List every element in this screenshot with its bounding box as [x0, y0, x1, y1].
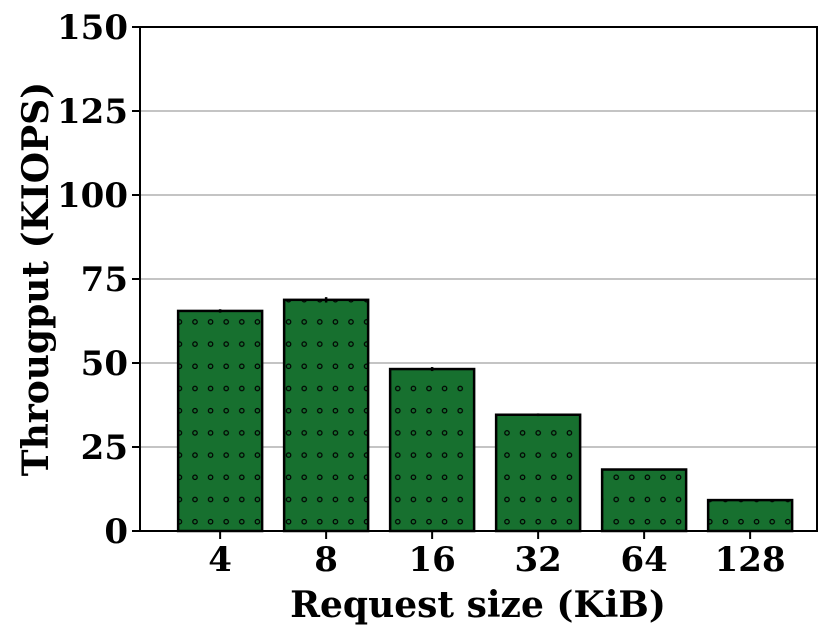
y-tick-label: 0: [104, 512, 128, 552]
bar-hatch: [176, 309, 264, 533]
x-tick-label: 128: [715, 540, 786, 580]
y-tick-label: 150: [57, 8, 128, 48]
bar-hatch: [706, 498, 794, 533]
y-axis-title: Througput (KIOPS): [15, 82, 57, 476]
x-tick-label: 16: [408, 540, 455, 580]
y-axis: 0 25 50 75 100 125 150: [57, 8, 140, 552]
y-tick-label: 125: [57, 92, 128, 132]
x-tick-label: 32: [514, 540, 561, 580]
bar-hatch: [388, 367, 476, 533]
bar-hatch: [282, 298, 370, 533]
x-axis: 4 8 16 32 64 128: [208, 531, 786, 580]
y-tick-label: 75: [81, 260, 128, 300]
x-tick-label: 8: [314, 540, 338, 580]
y-tick-label: 100: [57, 176, 128, 216]
x-tick-label: 4: [208, 540, 232, 580]
y-tick-label: 25: [81, 428, 128, 468]
bar-hatch: [494, 413, 582, 533]
x-axis-title: Request size (KiB): [290, 584, 666, 626]
x-tick-label: 64: [620, 540, 667, 580]
bar-hatch: [600, 468, 688, 533]
y-tick-label: 50: [81, 344, 128, 384]
bars: [176, 297, 794, 533]
